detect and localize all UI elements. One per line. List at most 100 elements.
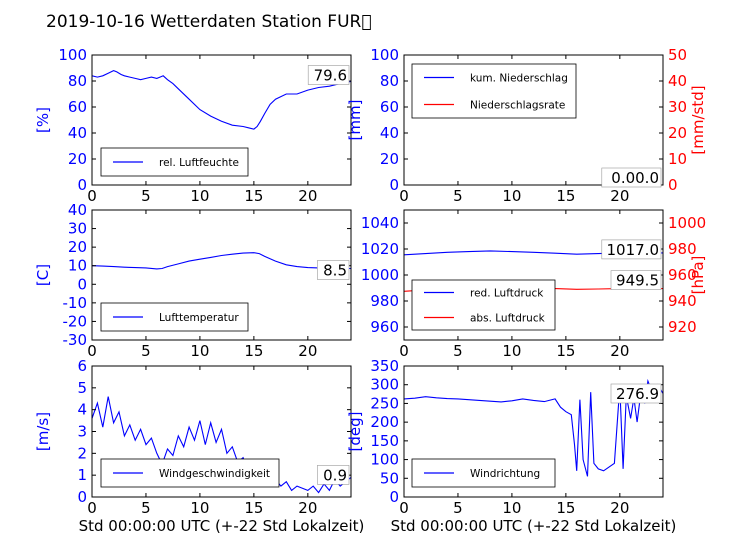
- y-tick-label: 0: [389, 488, 399, 506]
- x-tick-label: 5: [141, 499, 151, 517]
- y-tick-label: 0: [77, 176, 87, 194]
- x-tick-label: 20: [298, 499, 317, 517]
- value-annotation-box: [601, 167, 662, 188]
- series-line-windspeed-0: [92, 396, 351, 494]
- legend-label: Lufttemperatur: [159, 312, 239, 324]
- x-tick-label: 20: [298, 342, 317, 360]
- x-axis-label: Std 00:00:00 UTC (+-22 Std Lokalzeit): [391, 517, 677, 535]
- x-tick-label: 15: [556, 342, 575, 360]
- value-annotation-bottom-box: [610, 270, 662, 290]
- x-tick-label: 10: [502, 342, 521, 360]
- legend-box: [411, 279, 556, 331]
- x-tick-label: 15: [244, 342, 263, 360]
- plot-frame: [91, 54, 352, 186]
- x-tick-label: 15: [556, 187, 575, 205]
- y-tick-label: 40: [68, 201, 87, 219]
- y-tick-label: 100: [58, 46, 87, 64]
- y-tick-label: 80: [380, 72, 399, 90]
- value-annotation-box: [610, 383, 662, 404]
- x-tick-label: 0: [399, 342, 409, 360]
- y-tick-label: 0: [77, 275, 87, 293]
- value-annotation: 79.6: [314, 67, 347, 85]
- series-line-humidity-0: [92, 69, 351, 130]
- x-tick-label: 0: [87, 187, 97, 205]
- y-tick-label: 40: [68, 124, 87, 142]
- x-tick-label: 5: [141, 187, 151, 205]
- value-annotation-box: [307, 65, 350, 85]
- x-tick-label: 10: [190, 342, 209, 360]
- y-tick-label: 40: [380, 124, 399, 142]
- legend-box: [411, 63, 577, 119]
- x-tick-label: 20: [610, 187, 629, 205]
- y-axis-label: [mm]: [346, 100, 364, 141]
- y2-tick-label: 960: [668, 266, 697, 284]
- legend-label: Windgeschwindigkeit: [159, 468, 270, 480]
- y-tick-label: 6: [77, 357, 87, 375]
- x-tick-label: 10: [502, 499, 521, 517]
- y-tick-label: 350: [370, 357, 399, 375]
- y-tick-label: 4: [77, 401, 87, 419]
- y-tick-label: 100: [370, 46, 399, 64]
- y-tick-label: 0: [389, 176, 399, 194]
- value-annotation: 276.9: [616, 385, 659, 403]
- plot-frame: [403, 54, 664, 186]
- y-tick-label: -30: [63, 331, 88, 349]
- y-tick-label: 300: [370, 376, 399, 394]
- value-annotation-top-box: [601, 239, 662, 260]
- y-tick-label: 3: [77, 423, 87, 441]
- x-tick-label: 0: [399, 187, 409, 205]
- plot-frame: [403, 365, 664, 498]
- value-annotation-bottom: 949.5: [616, 272, 659, 290]
- x-tick-label: 15: [556, 499, 575, 517]
- x-axis-label: Std 00:00:00 UTC (+-22 Std Lokalzeit): [79, 517, 365, 535]
- y-tick-label: 20: [68, 150, 87, 168]
- y2-tick-label: 30: [668, 98, 687, 116]
- y-tick-label: 60: [68, 98, 87, 116]
- chart-panel-temperature: 0 5 10 15 20-30-20-10010203040[C]Lufttempera…: [34, 201, 352, 360]
- y-tick-label: 5: [77, 379, 87, 397]
- y2-tick-label: 940: [668, 292, 697, 310]
- y2-tick-label: 40: [668, 72, 687, 90]
- y2-axis-label: [hPa]: [689, 256, 707, 295]
- y-tick-label: 1040: [361, 214, 399, 232]
- y-tick-label: 2: [77, 444, 87, 462]
- y-tick-label: 200: [370, 413, 399, 431]
- y2-tick-label: 50: [668, 46, 687, 64]
- value-annotation: 0.00.0: [611, 169, 659, 187]
- y-tick-label: 30: [68, 220, 87, 238]
- x-tick-label: 15: [244, 187, 263, 205]
- x-tick-label: 5: [453, 342, 463, 360]
- y-axis-label: [m/s]: [34, 412, 52, 451]
- y-tick-label: 10: [68, 257, 87, 275]
- y-tick-label: 50: [380, 469, 399, 487]
- x-tick-label: 10: [190, 187, 209, 205]
- legend-label: abs. Luftdruck: [470, 313, 546, 325]
- x-tick-label: 15: [244, 499, 263, 517]
- series-line-temperature-0: [92, 252, 351, 270]
- y2-tick-label: 980: [668, 240, 697, 258]
- x-tick-label: 5: [453, 499, 463, 517]
- y-tick-label: 0: [77, 488, 87, 506]
- figure-title: 2019-10-16 Wetterdaten Station FUR : [46, 12, 372, 32]
- y-tick-label: -10: [63, 294, 88, 312]
- value-annotation-box: [317, 465, 350, 485]
- x-tick-label: 0: [399, 499, 409, 517]
- chart-panel-humidity: 0 5 10 15 20 0 20 40 60 80 100 [%] rel. Luftfeuchte 7…: [34, 46, 352, 205]
- y-tick-label: 960: [370, 318, 399, 336]
- x-tick-label: 5: [141, 342, 151, 360]
- x-tick-label: 0: [87, 499, 97, 517]
- y-axis-label: [C]: [34, 264, 52, 286]
- x-tick-label: 20: [610, 342, 629, 360]
- series-line-winddirection-0: [404, 378, 663, 477]
- legend-label: red. Luftdruck: [470, 288, 544, 300]
- y-tick-label: 20: [380, 150, 399, 168]
- x-tick-label: 10: [502, 187, 521, 205]
- value-annotation: 8.5: [323, 262, 347, 280]
- x-tick-label: 20: [610, 499, 629, 517]
- legend-label: kum. Niederschlag: [470, 73, 568, 85]
- y-tick-label: 1020: [361, 240, 399, 258]
- x-tick-label: 5: [453, 187, 463, 205]
- value-annotation-box: [317, 260, 350, 280]
